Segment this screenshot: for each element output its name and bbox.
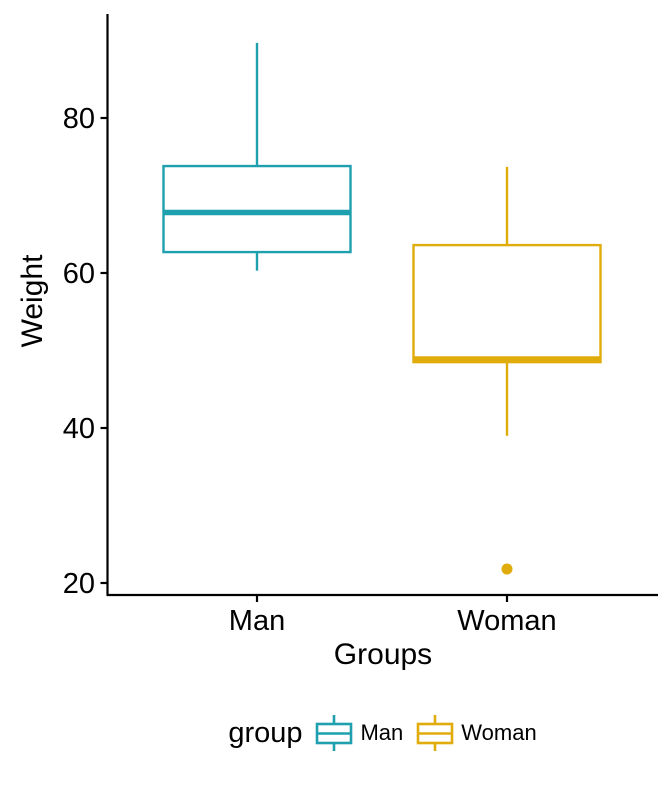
y-axis-title: Weight (16, 254, 49, 348)
y-tick-label: 20 (63, 568, 95, 600)
y-tick-label: 80 (63, 103, 95, 135)
x-tick-label-woman: Woman (457, 605, 556, 637)
legend: group Man Woman (107, 711, 658, 755)
box-man (162, 164, 352, 254)
boxplot-key-woman-icon (416, 715, 454, 751)
plot-area: 20 40 60 80 Man Woman (63, 14, 658, 637)
legend-label-man: Man (360, 720, 404, 745)
legend-item-woman: Woman (416, 713, 537, 753)
legend-label-woman: Woman (461, 720, 537, 745)
x-tick-label-man: Man (229, 605, 285, 637)
outlier-point-woman (501, 563, 513, 575)
y-tick-label: 60 (63, 258, 95, 290)
legend-item-man: Man (315, 713, 403, 753)
x-axis-title: Groups (333, 638, 433, 671)
y-tick-label: 40 (63, 413, 95, 445)
legend-title: group (228, 716, 303, 749)
boxplot-key-man-icon (316, 715, 353, 751)
box-woman (412, 243, 602, 364)
